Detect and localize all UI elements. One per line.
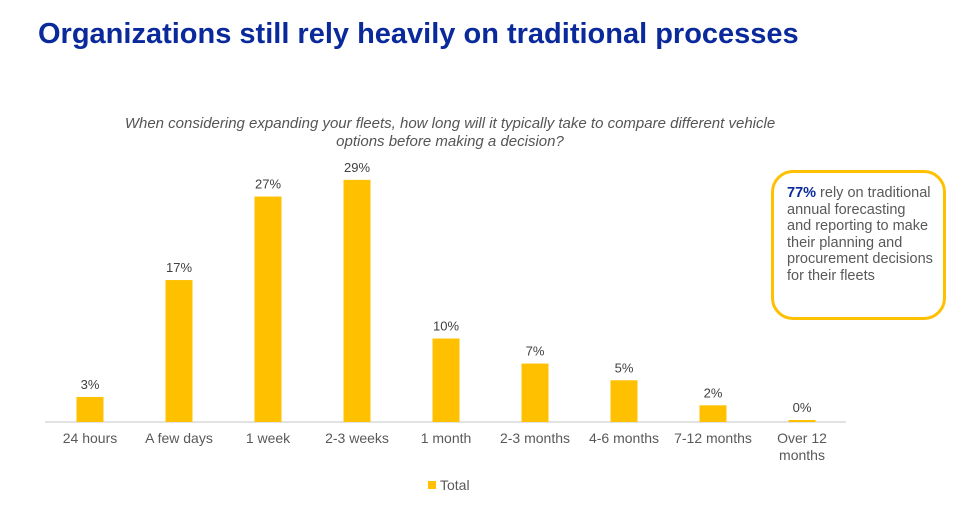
bar	[699, 405, 727, 422]
data-label: 27%	[255, 177, 281, 192]
x-tick-label: 1 month	[421, 430, 472, 446]
data-label: 17%	[166, 260, 192, 275]
x-tick-label: months	[779, 447, 825, 463]
x-tick-label: 24 hours	[63, 430, 117, 446]
x-tick-label: 7-12 months	[674, 430, 752, 446]
x-tick-label: 2-3 months	[500, 430, 570, 446]
bar	[343, 179, 371, 422]
callout-text: rely on traditional annual forecasting a…	[787, 185, 933, 284]
bar	[788, 420, 816, 422]
data-label: 29%	[344, 160, 370, 175]
bar	[432, 338, 460, 422]
bar	[76, 396, 104, 422]
callout-highlight: 77%	[787, 185, 817, 201]
legend-label: Total	[440, 477, 470, 493]
bar	[610, 380, 638, 422]
bar	[165, 280, 193, 422]
page-title: Organizations still rely heavily on trad…	[38, 18, 799, 50]
callout-box: 77% rely on traditional annual forecasti…	[771, 170, 946, 320]
bar	[254, 196, 282, 422]
data-label: 7%	[526, 344, 545, 359]
data-label: 3%	[81, 377, 100, 392]
data-label: 10%	[433, 319, 459, 334]
x-tick-label: Over 12	[777, 430, 827, 446]
x-tick-label: 4-6 months	[589, 430, 659, 446]
chart-title: When considering expanding your fleets, …	[124, 115, 776, 150]
data-label: 5%	[615, 360, 634, 375]
bar	[521, 363, 549, 422]
data-label: 0%	[793, 400, 812, 415]
legend-swatch	[428, 481, 436, 489]
legend: Total	[428, 477, 470, 493]
data-label: 2%	[704, 385, 723, 400]
x-tick-label: 2-3 weeks	[325, 430, 389, 446]
x-tick-label: 1 week	[246, 430, 291, 446]
x-tick-label: A few days	[145, 430, 213, 446]
